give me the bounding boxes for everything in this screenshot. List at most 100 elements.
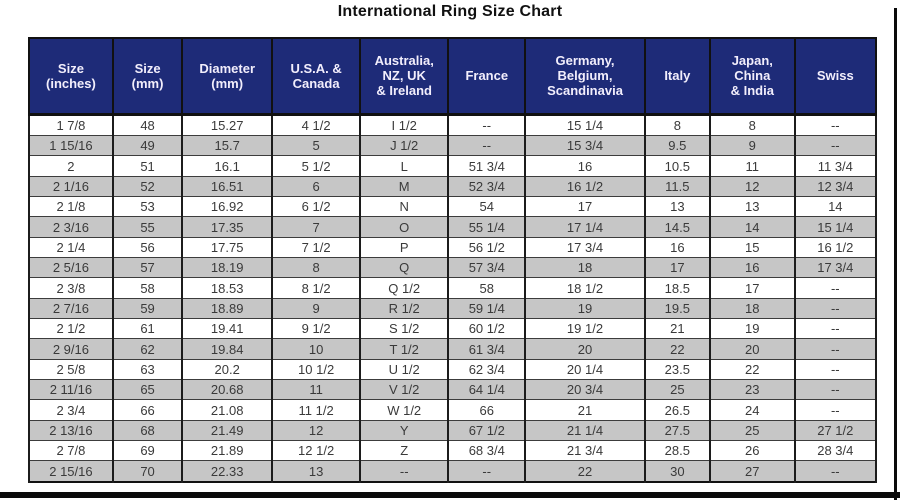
column-header-diameter-mm: Diameter (mm) [181, 37, 274, 116]
table-cell: 11.5 [643, 175, 711, 198]
table-cell: 2 9/16 [28, 338, 114, 360]
table-cell: M [359, 175, 450, 198]
table-cell: 58 [447, 277, 527, 299]
table-cell: 11 [708, 155, 796, 177]
table-cell: 2 1/16 [28, 175, 114, 198]
table-cell: 16.1 [181, 155, 274, 177]
column-header-usa-canada: U.S.A. & Canada [271, 37, 362, 116]
table-cell: 18 [708, 297, 796, 320]
table-header: Size (inches) Size (mm) Diameter (mm) U.S.A… [28, 37, 878, 116]
table-cell: P [359, 236, 450, 259]
table-cell: 2 [28, 155, 114, 177]
table-cell: -- [359, 460, 450, 483]
page-title: International Ring Size Chart [337, 3, 563, 20]
table-cell: 59 [111, 297, 184, 320]
table-row: 2 1/2 61 19.41 9 1/2 S 1/2 60 1/2 19 1/2 21 19 -- [28, 318, 878, 340]
table-cell: 2 5/16 [28, 257, 114, 279]
table-cell: -- [793, 277, 878, 299]
table-cell: 11 3/4 [793, 155, 878, 177]
table-cell: 21 1/4 [524, 419, 646, 442]
table-cell: 18.53 [181, 277, 274, 299]
table-cell: 15 [708, 236, 796, 259]
table-cell: 58 [111, 277, 184, 299]
table-cell: -- [793, 113, 878, 137]
table-cell: 10.5 [643, 155, 711, 177]
table-cell: 16 1/2 [793, 236, 878, 259]
table-row: 2 1/16 52 16.51 6 M 52 3/4 16 1/2 11.5 12 12 3/4 [28, 175, 878, 198]
table-row: 2 5/16 57 18.19 8 Q 57 3/4 18 17 16 17 3/4 [28, 257, 878, 279]
table-cell: 10 [271, 338, 362, 360]
table-cell: 57 [111, 257, 184, 279]
table-cell: 60 1/2 [447, 318, 527, 340]
table-cell: 57 3/4 [447, 257, 527, 279]
table-cell: 2 3/8 [28, 277, 114, 299]
table-cell: 2 1/8 [28, 196, 114, 218]
table-cell: 15.7 [181, 135, 274, 157]
table-cell: 30 [643, 460, 711, 483]
column-header-swiss: Swiss [793, 37, 878, 116]
table-cell: 68 [111, 419, 184, 442]
table-cell: -- [793, 318, 878, 340]
table-cell: Q [359, 257, 450, 279]
table-cell: 20 [708, 338, 796, 360]
table-cell: 2 7/8 [28, 440, 114, 462]
table-cell: -- [793, 399, 878, 421]
column-header-size-inches: Size (inches) [28, 37, 114, 116]
table-cell: 22.33 [181, 460, 274, 483]
table-cell: 52 3/4 [447, 175, 527, 198]
table-cell: 11 [271, 379, 362, 401]
table-row: 2 3/16 55 17.35 7 O 55 1/4 17 1/4 14.5 14 15 1/4 [28, 216, 878, 238]
table-row: 2 3/8 58 18.53 8 1/2 Q 1/2 58 18 1/2 18.5 17 -- [28, 277, 878, 299]
table-cell: -- [793, 135, 878, 157]
table-row: 2 1/8 53 16.92 6 1/2 N 54 17 13 13 14 [28, 196, 878, 218]
table-cell: U 1/2 [359, 358, 450, 381]
table-cell: I 1/2 [359, 113, 450, 137]
table-cell: 21.89 [181, 440, 274, 462]
table-cell: 15.27 [181, 113, 274, 137]
table-cell: 13 [643, 196, 711, 218]
table-cell: O [359, 216, 450, 238]
table-cell: 11 1/2 [271, 399, 362, 421]
table-cell: 17 [524, 196, 646, 218]
table-cell: -- [447, 135, 527, 157]
table-cell: L [359, 155, 450, 177]
table-cell: 21 [524, 399, 646, 421]
table-cell: 26.5 [643, 399, 711, 421]
table-cell: 27 [708, 460, 796, 483]
table-cell: 51 3/4 [447, 155, 527, 177]
table-cell: 20.2 [181, 358, 274, 381]
table-cell: 55 [111, 216, 184, 238]
table-cell: 9 1/2 [271, 318, 362, 340]
table-cell: 16 [524, 155, 646, 177]
table-cell: 21 3/4 [524, 440, 646, 462]
table-cell: 12 [708, 175, 796, 198]
table-row: 2 1/4 56 17.75 7 1/2 P 56 1/2 17 3/4 16 15 16 1/2 [28, 236, 878, 259]
image-right-border [894, 8, 897, 500]
column-header-italy: Italy [643, 37, 711, 116]
table-cell: 19.41 [181, 318, 274, 340]
table-cell: 18.19 [181, 257, 274, 279]
table-cell: 66 [111, 399, 184, 421]
table-cell: 2 13/16 [28, 419, 114, 442]
table-cell: 17 3/4 [524, 236, 646, 259]
table-cell: 8 [271, 257, 362, 279]
table-cell: 2 3/4 [28, 399, 114, 421]
table-cell: 9 [271, 297, 362, 320]
table-cell: 17 [643, 257, 711, 279]
table-row: 2 13/16 68 21.49 12 Y 67 1/2 21 1/4 27.5 25 27 1/… [28, 419, 878, 442]
table-cell: 19.5 [643, 297, 711, 320]
table-cell: 8 [708, 113, 796, 137]
table-cell: 17 3/4 [793, 257, 878, 279]
table-cell: 64 1/4 [447, 379, 527, 401]
table-cell: 27 1/2 [793, 419, 878, 442]
table-cell: Y [359, 419, 450, 442]
table-cell: 19 [708, 318, 796, 340]
column-header-size-mm: Size (mm) [111, 37, 184, 116]
table-cell: 27.5 [643, 419, 711, 442]
table-cell: 61 [111, 318, 184, 340]
table-cell: Q 1/2 [359, 277, 450, 299]
table-cell: -- [793, 338, 878, 360]
table-cell: 14 [708, 216, 796, 238]
table-cell: T 1/2 [359, 338, 450, 360]
table-cell: 18 [524, 257, 646, 279]
